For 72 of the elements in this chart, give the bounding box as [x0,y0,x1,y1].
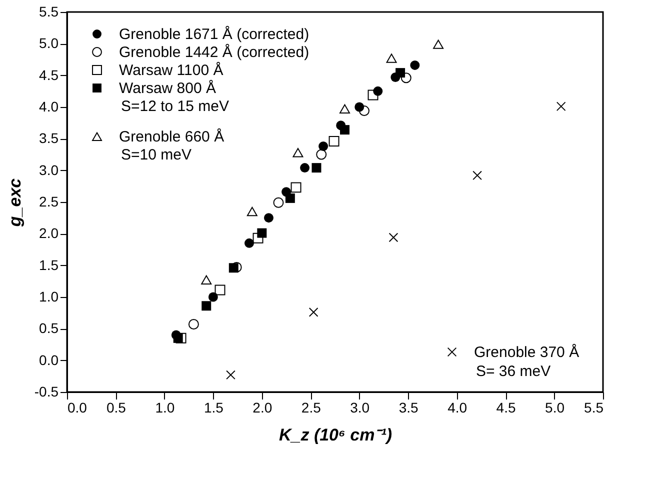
x-tick-label: 4.0 [448,400,468,416]
legend-label: Grenoble 1671 Å (corrected) [119,25,310,43]
point [173,333,183,343]
point [388,232,398,242]
point [340,104,350,114]
x-tick-label: 0.5 [106,400,126,416]
point [358,106,370,116]
point [410,60,420,70]
point [300,163,310,173]
point [228,263,238,273]
x-tick-label: 3.0 [350,400,370,416]
point [252,232,264,244]
annotation: S=12 to 15 meV [121,98,229,115]
point [285,193,295,203]
y-tick-label: 3.5 [39,130,59,146]
x-tick-label: 2.0 [252,400,272,416]
legend-label: Grenoble 660 Å [119,128,224,146]
x-tick-label: 1.5 [204,400,224,416]
point [208,292,218,302]
y-tick-label: 4.0 [39,98,59,114]
x-tick-label: 4.5 [496,400,516,416]
legend-label: Grenoble 370 Å [474,343,580,361]
point [318,142,328,151]
legend-label: Warsaw 800 Å [119,79,216,97]
point [188,319,199,330]
point [264,213,274,223]
point [176,332,186,344]
point [244,238,254,248]
point [433,40,444,49]
point [201,275,212,285]
y-tick-label: 2.0 [39,225,59,242]
y-tick-label: 0.5 [39,320,59,336]
y-tick-label: 4.5 [39,66,59,83]
y-tick-label: 2.5 [39,194,59,210]
point [400,72,412,84]
point [396,68,406,78]
x-tick-label: 5.0 [545,400,565,416]
point [292,148,304,158]
point [257,228,267,238]
point [290,182,302,193]
annotation: S=10 meV [121,146,192,164]
x-axis-title: K_z (10⁶ cm⁻¹) [278,426,392,444]
point [273,197,284,208]
x-tick-label: 1.0 [155,400,175,416]
point [226,370,236,380]
y-tick-label: 1.5 [39,256,59,273]
y-tick-label: 5.5 [39,4,59,20]
point [316,149,327,160]
x-tick-label: 5.5 [584,400,604,416]
point [312,163,322,173]
x-tick-label: 0.0 [68,400,88,416]
point [328,136,340,146]
legend-label: Grenoble 1442 Å (corrected) [119,43,310,61]
point [308,308,318,317]
point [368,90,378,100]
point [214,284,226,296]
point [472,170,482,180]
y-tick-label: 0.0 [39,352,59,368]
legend-label: Warsaw 1100 Å [119,61,224,79]
annotation: S= 36 meV [476,363,551,380]
y-tick-label: 5.0 [39,35,59,52]
x-tick-label: 2.5 [301,400,322,416]
point [246,206,258,216]
y-tick-label: -0.5 [34,384,59,400]
y-tick-label: 1.0 [39,288,59,304]
point [386,54,397,63]
x-tick-label: 3.5 [398,400,419,416]
y-tick-label: 3.0 [39,162,59,178]
point [556,102,566,112]
point [340,125,350,135]
point [202,301,212,311]
y-axis-title: g_exc [5,178,24,228]
